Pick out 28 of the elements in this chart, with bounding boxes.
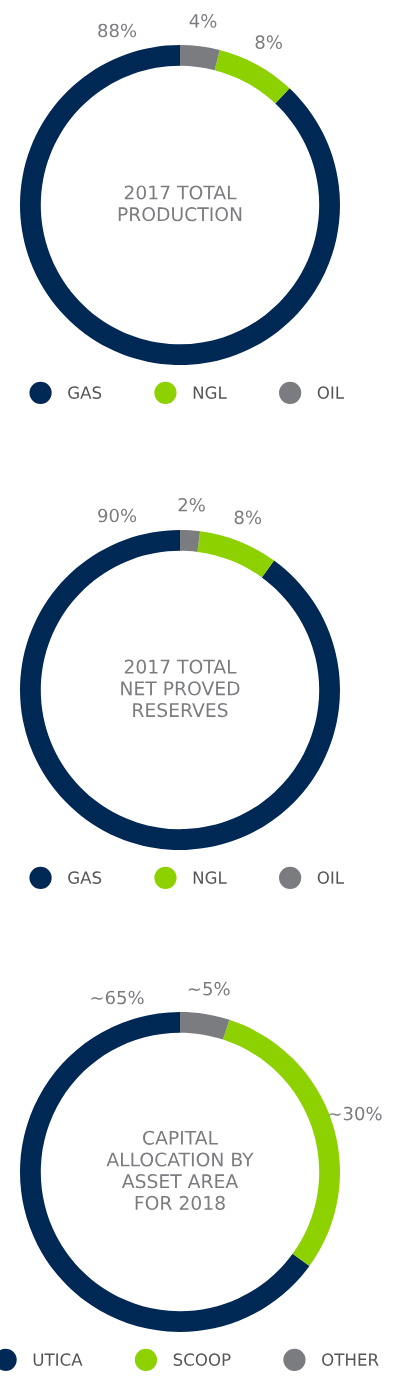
data-label: 2% xyxy=(178,497,205,512)
data-label: ~30% xyxy=(329,1106,382,1121)
data-label: 90% xyxy=(98,508,137,523)
donut-slice xyxy=(180,530,201,552)
legend-label: NGL xyxy=(193,871,227,884)
data-label: 8% xyxy=(255,35,282,49)
legend-label: OTHER xyxy=(322,1353,379,1366)
data-label: ~5% xyxy=(188,981,230,996)
legend-label: NGL xyxy=(193,386,227,399)
legend-label: SCOOP xyxy=(173,1353,231,1366)
legend-label: UTICA xyxy=(33,1353,83,1366)
donut-slice xyxy=(180,1012,230,1040)
data-label: 88% xyxy=(98,23,137,38)
legend-label: OIL xyxy=(317,386,345,399)
donut-slice xyxy=(180,45,220,71)
text: CAPITAL ALLOCATION BY ASSET AREA FOR 2018 xyxy=(106,1130,254,1210)
donut-slice xyxy=(197,531,275,578)
data-label: 8% xyxy=(234,510,262,525)
data-label: 4% xyxy=(189,14,217,28)
donut-slice xyxy=(20,530,340,850)
legend-label: GAS xyxy=(68,386,102,399)
legend-label: GAS xyxy=(68,871,102,884)
legend-label: OIL xyxy=(317,871,345,884)
text: 2017 TOTAL NET PROVED RESERVES xyxy=(121,659,240,718)
donut-slice xyxy=(214,50,290,104)
donut-slice xyxy=(20,1012,310,1332)
text: 2017 TOTAL PRODUCTION xyxy=(118,185,242,222)
data-label: ~65% xyxy=(91,990,144,1005)
